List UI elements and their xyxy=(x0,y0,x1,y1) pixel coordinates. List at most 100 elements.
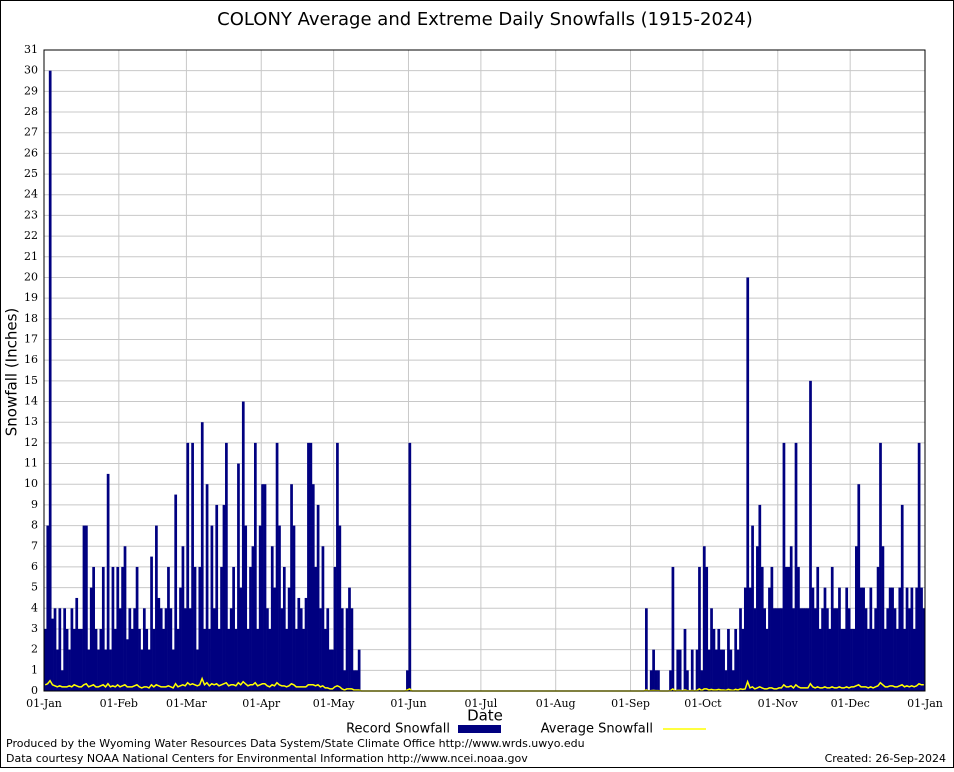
bar xyxy=(724,670,728,691)
bar xyxy=(258,525,262,691)
bar xyxy=(113,628,117,691)
bar xyxy=(707,649,711,691)
bar xyxy=(70,608,74,691)
y-tick-label: 19 xyxy=(24,291,38,304)
x-tick-label: 01-Aug xyxy=(536,697,576,710)
bar xyxy=(336,442,339,691)
bar xyxy=(821,608,824,691)
bar xyxy=(140,649,144,691)
bar xyxy=(855,546,858,691)
x-tick-label: 01-Sep xyxy=(611,697,650,710)
bar xyxy=(748,587,752,691)
bar xyxy=(731,670,735,691)
bar xyxy=(751,525,754,691)
bar xyxy=(217,628,221,691)
bar xyxy=(200,422,204,691)
bar xyxy=(126,639,129,691)
bar xyxy=(333,566,337,691)
bar xyxy=(72,628,76,691)
bar xyxy=(862,587,865,691)
y-tick-label: 30 xyxy=(24,64,38,77)
y-tick-label: 15 xyxy=(24,374,38,387)
bar xyxy=(101,566,105,691)
bar xyxy=(282,566,286,691)
bar xyxy=(326,608,330,691)
bar xyxy=(345,608,349,691)
bar xyxy=(307,442,310,691)
bar xyxy=(645,608,648,691)
bar xyxy=(852,628,856,691)
bar xyxy=(879,442,882,691)
bar xyxy=(905,587,909,691)
bar xyxy=(290,484,293,691)
bar xyxy=(285,628,289,691)
bar xyxy=(171,649,175,691)
bar xyxy=(63,608,67,691)
bar xyxy=(116,566,120,691)
bar xyxy=(244,525,248,691)
bar xyxy=(51,618,54,691)
x-tick-label: 01-Dec xyxy=(831,697,870,710)
bar xyxy=(338,525,342,691)
y-tick-label: 16 xyxy=(24,353,38,366)
bar xyxy=(777,608,781,691)
y-axis-label: Snowfall (Inches) xyxy=(3,308,21,436)
bar xyxy=(712,628,716,691)
bar xyxy=(857,484,861,691)
bar xyxy=(215,504,219,691)
y-tick-label: 2 xyxy=(31,643,38,656)
x-tick-label: 01-Jun xyxy=(390,697,426,710)
bar xyxy=(804,608,808,691)
y-tick-label: 21 xyxy=(24,250,38,263)
bar xyxy=(87,649,91,691)
bar xyxy=(758,504,762,691)
bar xyxy=(883,628,887,691)
legend-label: Record Snowfall xyxy=(346,722,450,737)
bar xyxy=(237,463,240,691)
bar xyxy=(256,628,260,691)
bar xyxy=(80,628,83,691)
bar xyxy=(167,566,170,691)
bar xyxy=(106,473,110,691)
bar xyxy=(874,608,878,691)
bar xyxy=(99,628,103,691)
bar xyxy=(683,628,687,691)
bar xyxy=(792,608,795,691)
bar xyxy=(893,608,897,691)
bar xyxy=(797,566,800,691)
bar xyxy=(287,587,291,691)
bar xyxy=(58,608,62,691)
bar xyxy=(859,587,863,691)
bar xyxy=(314,566,318,691)
bar xyxy=(169,608,173,691)
bar xyxy=(65,628,69,691)
bar xyxy=(743,587,747,691)
bar xyxy=(912,628,916,691)
bar xyxy=(715,649,718,691)
bar xyxy=(118,608,122,691)
bar xyxy=(867,628,870,691)
y-tick-label: 17 xyxy=(24,332,38,345)
bar xyxy=(97,649,100,691)
bar xyxy=(690,649,694,691)
bar xyxy=(92,566,95,691)
bar xyxy=(881,546,885,691)
bar xyxy=(261,484,264,691)
y-tick-label: 0 xyxy=(31,684,38,697)
bar xyxy=(340,608,344,691)
bar xyxy=(787,566,791,691)
bar xyxy=(191,442,194,691)
bar xyxy=(652,649,655,691)
bar xyxy=(864,608,868,691)
bar xyxy=(142,608,146,691)
bar xyxy=(756,546,759,691)
bar xyxy=(208,628,211,691)
bar xyxy=(753,608,757,691)
bar xyxy=(111,566,115,691)
bar xyxy=(60,670,64,691)
bar xyxy=(251,546,255,691)
bar xyxy=(736,649,740,691)
bar xyxy=(760,566,764,691)
